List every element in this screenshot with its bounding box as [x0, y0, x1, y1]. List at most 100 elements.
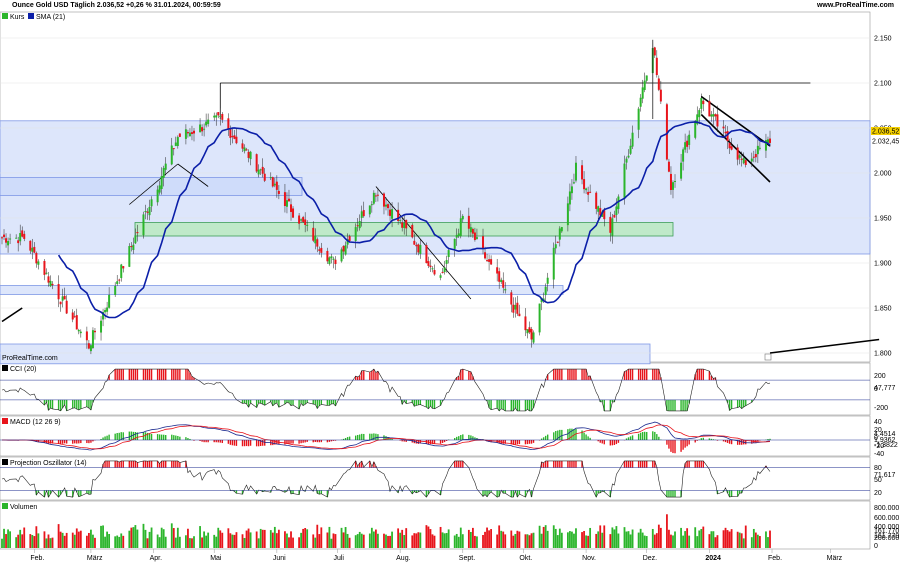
candle-body — [698, 110, 701, 118]
volume-bar — [215, 536, 218, 548]
volume-bar — [43, 531, 46, 548]
volume-bar — [528, 535, 531, 548]
volume-bar — [304, 528, 307, 548]
candle-body — [740, 158, 743, 160]
candle-body — [403, 222, 406, 228]
candle-body — [19, 233, 22, 242]
volume-bar — [641, 532, 644, 548]
candle-body — [215, 115, 218, 118]
candle-body — [581, 165, 584, 180]
volume-bar — [261, 529, 264, 548]
candle-body — [714, 114, 717, 117]
volume-bar — [744, 525, 747, 548]
volume-bar — [144, 529, 147, 548]
candle-body — [688, 134, 691, 145]
volume-bar — [585, 535, 587, 548]
candle-body — [259, 169, 262, 171]
volume-bar — [672, 535, 674, 548]
volume-bar — [474, 535, 476, 548]
candle-body — [160, 176, 163, 189]
candle-body — [249, 151, 252, 160]
candle-body — [708, 100, 711, 117]
candle-body — [213, 115, 216, 118]
candle-body — [174, 142, 177, 147]
candle-body — [429, 265, 432, 268]
candle-body — [89, 345, 92, 352]
price-tick-1: 2.100 — [874, 81, 892, 88]
volume-bar — [401, 529, 404, 548]
x-label-13: März — [827, 555, 843, 562]
volume-bar — [383, 533, 385, 548]
volume-bar — [666, 514, 668, 548]
candle-body — [87, 343, 90, 349]
volume-bar — [199, 526, 201, 548]
candle-body — [79, 331, 82, 334]
candle-body — [199, 124, 202, 133]
volume-bar — [5, 534, 7, 548]
macd-value-2: 1,9362 — [874, 437, 896, 444]
volume-bar — [645, 536, 648, 548]
candle-body — [645, 75, 648, 81]
candle-body — [287, 198, 290, 202]
volume-bar — [461, 534, 464, 548]
candle-body — [488, 259, 491, 262]
candle-body — [43, 260, 46, 275]
candle-body — [405, 219, 408, 229]
volume-bar — [516, 530, 519, 548]
candle-body — [144, 211, 147, 213]
volume-bar — [243, 537, 246, 548]
sma-price-label: 2.032,45 — [872, 139, 899, 146]
candle-body — [170, 145, 173, 165]
volume-bar — [51, 537, 54, 548]
candle-body — [387, 204, 390, 209]
candle-body — [722, 126, 725, 129]
volume-bar — [128, 530, 131, 548]
candle-body — [490, 259, 493, 265]
volume-bar — [467, 529, 470, 548]
sma-line — [57, 121, 771, 319]
x-label-1: März — [87, 555, 103, 562]
volume-bar — [694, 527, 697, 548]
candle-body — [657, 78, 660, 90]
candle-body — [283, 192, 286, 207]
volume-bar — [229, 533, 232, 548]
candle-body — [744, 160, 747, 165]
source-url[interactable]: www.ProRealTime.com — [816, 2, 894, 9]
volume-bar — [61, 532, 64, 548]
volume-bar — [49, 538, 52, 548]
volume-bar — [63, 535, 66, 548]
x-label-9: Nov. — [582, 555, 596, 562]
candle-body — [696, 114, 699, 125]
volume-bar — [120, 533, 123, 548]
candle-body — [360, 211, 363, 218]
volume-bar — [29, 534, 32, 548]
legend-swatch-kurs — [2, 13, 8, 19]
volume-bar — [738, 532, 741, 548]
candle-body — [595, 192, 598, 209]
volume-bar — [397, 528, 400, 548]
volume-bar — [330, 538, 333, 548]
volume-bar — [370, 527, 373, 548]
volume-bar — [178, 536, 181, 548]
candle-body — [57, 283, 60, 300]
candle-body — [484, 252, 487, 259]
candle-body — [459, 218, 462, 237]
candle-body — [132, 244, 135, 250]
candle-body — [176, 137, 179, 146]
collapse-icon[interactable] — [764, 353, 772, 361]
volume-bar — [629, 534, 632, 548]
candle-body — [184, 129, 187, 139]
candle-body — [302, 217, 305, 222]
candle-body — [482, 236, 485, 249]
candle-body — [528, 327, 531, 333]
volume-bar — [441, 532, 444, 548]
candle-body — [100, 320, 103, 333]
volume-bar — [453, 535, 456, 548]
vol-tick-400k: 400.000 — [874, 524, 899, 531]
volume-bar — [625, 531, 628, 548]
candle-body — [516, 302, 519, 314]
candle-body — [469, 227, 472, 233]
candle-body — [368, 205, 371, 215]
volume-bar — [415, 533, 418, 548]
